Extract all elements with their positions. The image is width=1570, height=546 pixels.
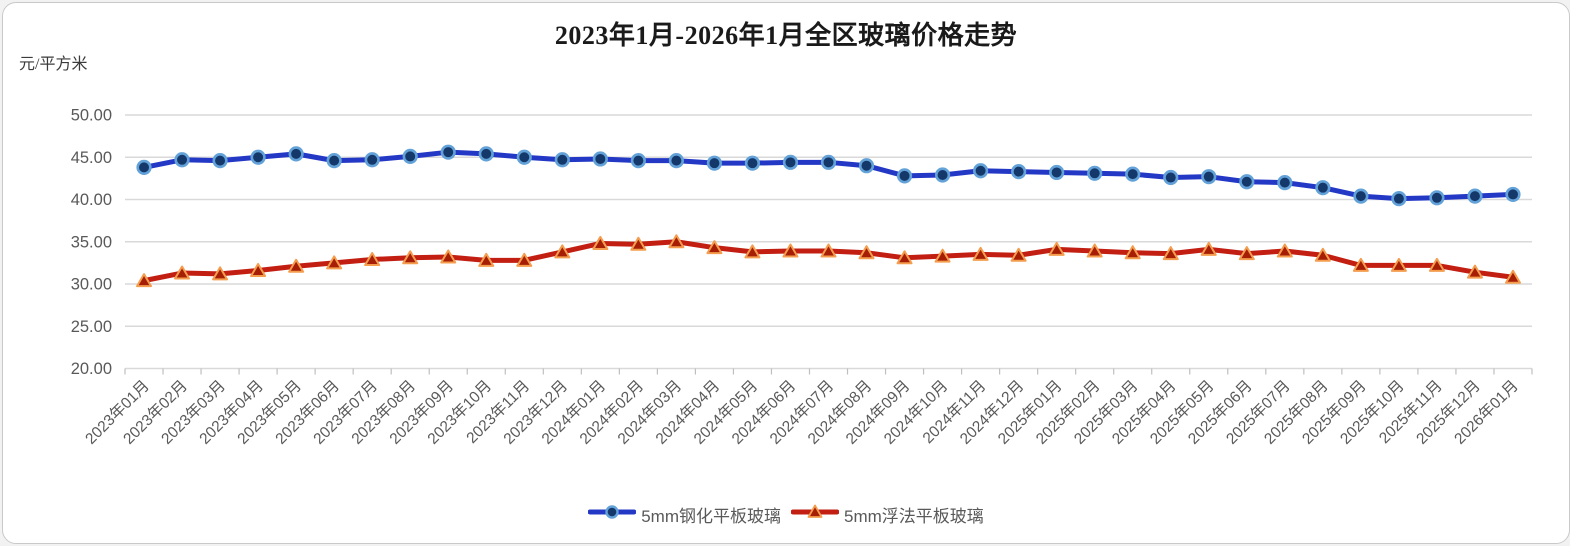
float-glass-marker — [478, 252, 495, 267]
tempered-glass-legend-marker — [587, 502, 637, 527]
legend-item-tempered-glass: 5mm钢化平板玻璃 — [587, 502, 781, 527]
float-glass-marker — [1352, 257, 1369, 272]
y-axis-tick-label: 25.00 — [71, 318, 112, 336]
float-glass-marker — [820, 243, 837, 258]
tempered-glass-marker — [1391, 191, 1407, 207]
float-glass-marker — [1010, 247, 1027, 262]
float-glass-marker — [1124, 245, 1141, 260]
float-glass-marker — [1390, 257, 1407, 272]
float-glass-marker — [554, 244, 571, 259]
float-glass-marker — [440, 249, 457, 264]
float-glass-marker — [212, 266, 229, 281]
y-axis-tick-label: 20.00 — [71, 360, 112, 378]
tempered-glass-marker — [1125, 166, 1141, 182]
float-glass-marker — [782, 243, 799, 258]
float-glass-marker — [1238, 246, 1255, 261]
float-glass-marker — [288, 258, 305, 273]
legend-item-float-glass: 5mm浮法平板玻璃 — [790, 502, 984, 527]
tempered-glass-marker — [1467, 188, 1483, 204]
tempered-glass-marker — [174, 152, 190, 168]
tempered-glass-marker — [212, 153, 228, 169]
tempered-glass-marker — [440, 144, 456, 160]
y-axis-tick-label: 45.00 — [71, 149, 112, 167]
float-glass-marker — [630, 236, 647, 251]
float-glass-marker — [668, 234, 685, 249]
float-glass-marker — [972, 246, 989, 261]
tempered-glass-marker — [1277, 175, 1293, 191]
tempered-glass-marker — [1049, 164, 1065, 181]
tempered-glass-marker — [1505, 186, 1521, 203]
tempered-glass-marker — [250, 149, 266, 165]
float-glass-marker — [1048, 241, 1065, 256]
float-glass-marker — [516, 252, 533, 267]
tempered-glass-marker — [896, 168, 913, 184]
y-axis-tick-label: 40.00 — [71, 191, 112, 209]
float-glass-marker — [250, 262, 267, 277]
tempered-glass-marker — [782, 154, 799, 170]
tempered-glass-marker — [858, 158, 875, 174]
tempered-glass-legend-label: 5mm钢化平板玻璃 — [641, 507, 781, 526]
tempered-glass-marker — [402, 148, 418, 165]
tempered-glass-marker — [1353, 188, 1369, 204]
tempered-glass-marker — [630, 153, 646, 169]
float-glass-marker — [364, 251, 381, 266]
y-axis-tick-label: 35.00 — [71, 233, 112, 251]
tempered-glass-marker — [136, 159, 152, 175]
float-glass-marker — [402, 250, 419, 265]
float-glass-marker — [1276, 243, 1293, 258]
tempered-glass-marker — [478, 146, 494, 162]
float-glass-marker — [592, 235, 609, 250]
tempered-glass-marker — [1163, 169, 1179, 186]
tempered-glass-marker — [516, 149, 532, 165]
tempered-glass-marker — [364, 152, 380, 168]
chart-legend: 5mm钢化平板玻璃 5mm浮法平板玻璃 — [3, 502, 1569, 527]
float-glass-marker — [744, 244, 761, 259]
float-glass-marker — [896, 250, 913, 265]
tempered-glass-marker — [592, 151, 608, 167]
float-glass-marker — [136, 273, 153, 288]
tempered-glass-marker — [1087, 165, 1103, 181]
tempered-glass-marker — [1011, 164, 1027, 180]
y-axis-tick-label: 50.00 — [71, 107, 112, 125]
float-glass-marker — [1200, 241, 1217, 256]
tempered-glass-marker — [934, 167, 951, 183]
tempered-glass-marker — [1429, 190, 1445, 206]
float-glass-marker — [174, 265, 191, 280]
float-glass-marker — [706, 240, 723, 255]
y-axis-tick-label: 30.00 — [71, 276, 112, 294]
tempered-glass-marker — [1239, 174, 1255, 190]
float-glass-marker — [1162, 246, 1179, 261]
y-axis-unit-label: 元/平方米 — [19, 56, 88, 73]
tempered-glass-marker — [288, 146, 304, 162]
float-glass-legend-marker — [790, 502, 840, 527]
float-glass-marker — [934, 248, 951, 263]
float-glass-legend-label: 5mm浮法平板玻璃 — [844, 507, 984, 526]
float-glass-marker — [1086, 243, 1103, 258]
tempered-glass-marker — [820, 154, 837, 170]
tempered-glass-marker — [706, 155, 723, 171]
tempered-glass-marker — [744, 155, 761, 171]
float-glass-marker — [1314, 247, 1331, 262]
tempered-glass-marker — [554, 152, 570, 168]
tempered-glass-marker — [1315, 180, 1331, 196]
chart-title: 2023年1月-2026年1月全区玻璃价格走势 — [554, 21, 1018, 50]
tempered-glass-marker — [973, 163, 989, 179]
float-glass-marker — [1504, 269, 1521, 284]
float-glass-marker — [1428, 257, 1445, 272]
tempered-glass-marker — [668, 153, 684, 169]
tempered-glass-marker — [1201, 169, 1217, 185]
float-glass-marker — [326, 255, 343, 270]
tempered-glass-marker — [326, 153, 342, 169]
float-glass-marker — [858, 245, 875, 260]
price-trend-line-chart: 50.0045.0040.0035.0030.0025.0020.002023年… — [71, 107, 1533, 448]
float-glass-marker — [1466, 264, 1483, 279]
